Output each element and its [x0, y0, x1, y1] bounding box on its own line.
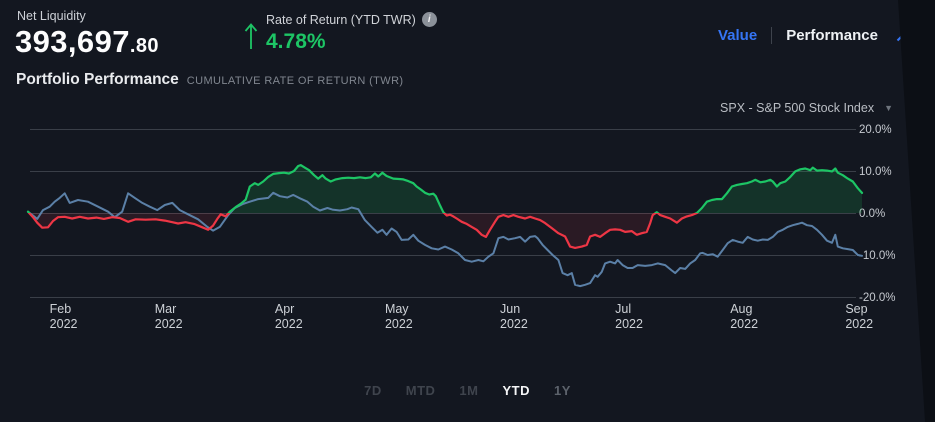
net-liquidity-decimals: .80 [129, 35, 159, 57]
period-tab-mtd[interactable]: MTD [405, 383, 436, 398]
portfolio-line-negative [27, 213, 699, 249]
net-liquidity-integer: 393,697 [15, 24, 130, 59]
benchmark-dropdown[interactable]: SPX - S&P 500 Stock Index ▼ [720, 101, 893, 115]
chevron-down-icon: ▼ [884, 103, 893, 113]
expand-arrow-icon[interactable] [894, 26, 912, 44]
y-axis-tick-label: 0.0% [859, 208, 885, 220]
y-axis-tick-label: 20.0% [859, 124, 892, 136]
section-title: Portfolio Performance [16, 71, 179, 88]
y-axis-tick-label: 10.0% [859, 166, 892, 178]
performance-tab[interactable]: Performance [786, 26, 878, 44]
x-axis-tick-month: Aug [730, 302, 752, 316]
rate-of-return-label: Rate of Return (YTD TWR) [266, 12, 416, 27]
x-axis-tick-month: Sep [845, 302, 867, 316]
period-tab-ytd[interactable]: YTD [502, 383, 530, 398]
portfolio-line-positive [26, 164, 864, 213]
net-liquidity-value: 393,697.80 [15, 24, 159, 60]
x-axis-tick-year: 2022 [385, 317, 413, 331]
x-axis-tick-year: 2022 [615, 317, 643, 331]
period-selector: 7D MTD 1M YTD 1Y [0, 383, 935, 398]
x-axis-tick-year: 2022 [500, 317, 528, 331]
x-axis-tick-month: Feb [50, 302, 72, 316]
x-axis-tick-month: Apr [275, 302, 294, 316]
x-axis-tick-year: 2022 [50, 317, 78, 331]
value-tab[interactable]: Value [718, 26, 758, 44]
net-liquidity-label: Net Liquidity [17, 9, 86, 23]
x-axis-tick-month: Mar [155, 302, 177, 316]
portfolio-area-positive [28, 165, 862, 213]
x-axis-tick-year: 2022 [275, 317, 303, 331]
section-subtitle: CUMULATIVE RATE OF RETURN (TWR) [186, 75, 404, 87]
x-axis-tick-year: 2022 [845, 317, 873, 331]
view-toggle-divider [771, 26, 773, 44]
x-axis-tick-month: Jul [615, 302, 631, 316]
x-axis-tick-year: 2022 [155, 317, 183, 331]
period-tab-1y[interactable]: 1Y [553, 383, 571, 398]
x-axis-tick-month: May [385, 302, 409, 316]
y-axis-tick-label: -20.0% [859, 292, 895, 304]
y-axis-tick-label: -10.0% [859, 250, 895, 262]
arrow-up-icon [244, 22, 258, 55]
view-toggle: Value Performance [718, 26, 912, 44]
rate-of-return-value: 4.78% [266, 30, 326, 53]
benchmark-line [27, 191, 863, 288]
info-icon[interactable]: i [421, 12, 437, 27]
rate-of-return-block: Rate of Return (YTD TWR) i 4.78% [244, 12, 437, 55]
x-axis-tick-year: 2022 [730, 317, 758, 331]
period-tab-7d[interactable]: 7D [364, 383, 382, 398]
section-header: Portfolio Performance CUMULATIVE RATE OF… [16, 71, 404, 89]
benchmark-selected-value: SPX - S&P 500 Stock Index [720, 101, 875, 115]
period-tab-1m[interactable]: 1M [459, 383, 479, 398]
x-axis-tick-month: Jun [500, 302, 520, 316]
